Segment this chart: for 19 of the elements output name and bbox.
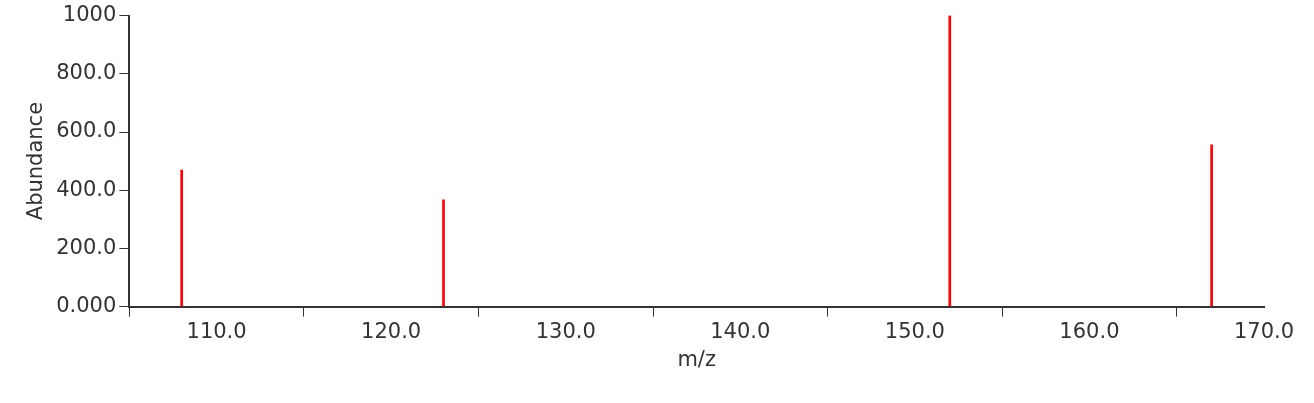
x-axis-title: m/z: [677, 346, 716, 371]
bar: [948, 15, 952, 307]
x-tick-label: 150.0: [884, 318, 945, 343]
y-tick-label: 1000: [62, 2, 117, 27]
x-tick-label: 120.0: [361, 318, 422, 343]
y-tick-label: 600.0: [56, 118, 117, 143]
x-tick-label: 130.0: [535, 318, 596, 343]
y-axis-title: Abundance: [23, 101, 48, 221]
x-tick-label: 110.0: [186, 318, 247, 343]
x-tick-label: 170.0: [1233, 318, 1295, 343]
x-tick-label: 140.0: [710, 318, 771, 343]
bar: [180, 169, 184, 307]
y-tick-label: 0.000: [56, 293, 117, 318]
y-tick-label: 400.0: [56, 176, 117, 201]
x-tick-label: 160.0: [1059, 318, 1120, 343]
bar: [1210, 144, 1213, 307]
y-tick-label: 200.0: [56, 234, 117, 259]
bar: [442, 199, 445, 307]
y-tick-label: 800.0: [56, 60, 117, 85]
